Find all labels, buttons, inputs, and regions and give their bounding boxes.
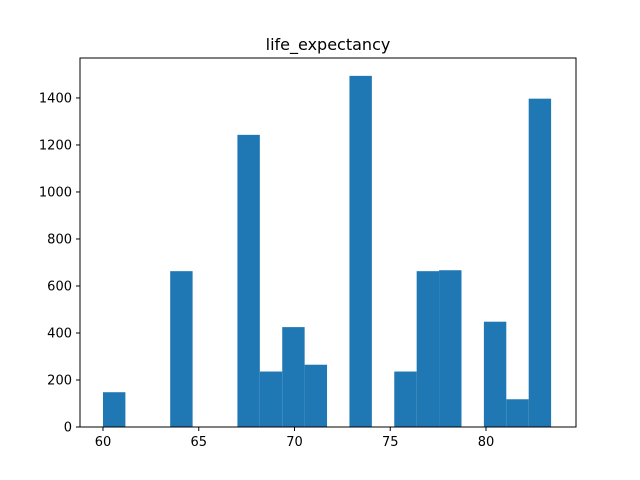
y-tick-label: 1000 xyxy=(39,185,72,200)
histogram-bar xyxy=(237,134,260,427)
histogram-bar xyxy=(282,327,305,427)
plot-area-frame xyxy=(79,57,577,428)
x-tick-label: 75 xyxy=(382,435,399,450)
y-tick-label: 200 xyxy=(47,373,72,388)
histogram-bar xyxy=(394,371,417,427)
chart-title: life_expectancy xyxy=(266,35,391,55)
bars-group xyxy=(102,75,552,427)
histogram-bar xyxy=(102,392,126,427)
x-tick-label: 65 xyxy=(190,435,207,450)
histogram-bar xyxy=(506,399,529,427)
histogram-bar xyxy=(259,371,283,427)
y-tick-label: 0 xyxy=(64,421,72,436)
histogram-bar xyxy=(416,271,440,427)
x-tick-label: 60 xyxy=(95,435,112,450)
y-tick-label: 800 xyxy=(47,232,72,247)
x-tick-label: 80 xyxy=(478,435,495,450)
y-axis: 0 200 400 600 800 1000 1200 1400 xyxy=(39,91,80,436)
histogram-bar xyxy=(304,364,328,427)
x-tick-label: 70 xyxy=(286,435,303,450)
histogram-bar xyxy=(439,270,462,427)
y-tick-label: 600 xyxy=(47,279,72,294)
histogram-bar xyxy=(483,321,507,427)
y-tick-label: 1400 xyxy=(39,91,72,106)
histogram-bar xyxy=(170,271,193,427)
x-axis: 60 65 70 75 80 xyxy=(95,427,495,450)
y-tick-label: 1200 xyxy=(39,138,72,153)
histogram-bar xyxy=(349,75,372,427)
histogram-bar xyxy=(528,98,552,427)
y-tick-label: 400 xyxy=(47,326,72,341)
